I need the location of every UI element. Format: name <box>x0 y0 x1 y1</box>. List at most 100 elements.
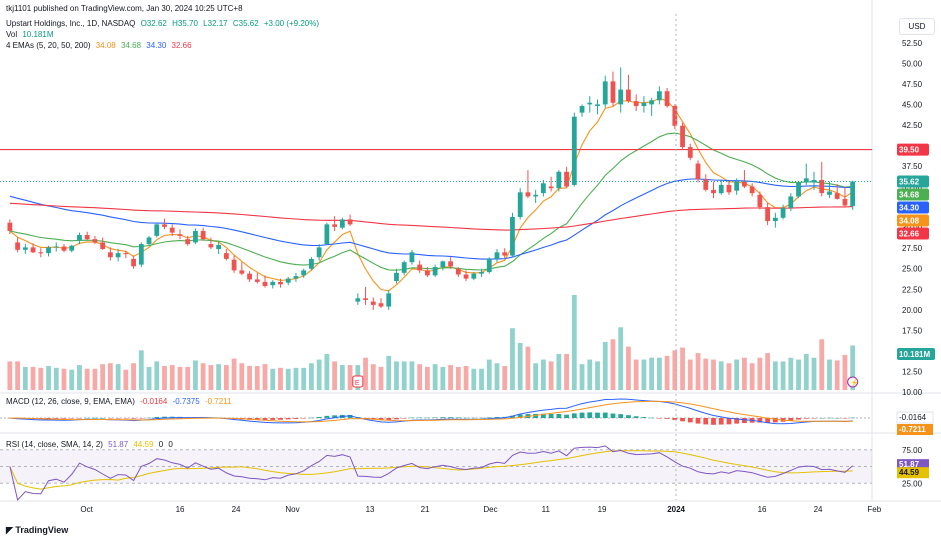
last-close-label-bg <box>897 175 929 188</box>
macd-hist-bar <box>664 418 670 419</box>
macd-hist-bar <box>757 418 763 423</box>
candle-body <box>425 270 430 276</box>
volume-bar <box>239 363 245 390</box>
brand-label: TradingView <box>15 525 69 535</box>
price-tick-label: 17.50 <box>902 326 923 335</box>
candle-body <box>123 253 129 255</box>
resistance-label-bg <box>897 143 929 156</box>
rsi-label[interactable]: RSI (14, close, SMA, 14, 2) <box>6 440 103 449</box>
candle-body <box>672 106 678 126</box>
x-tick-label: Feb <box>867 505 881 514</box>
candle-body <box>811 179 817 183</box>
candle-body <box>278 281 283 285</box>
macd-hist-bar <box>262 418 268 421</box>
ema50-line <box>9 178 853 260</box>
macd-hist-bar <box>301 418 307 419</box>
candle-body <box>780 207 786 218</box>
currency-button[interactable]: USD <box>899 18 935 35</box>
volume-bar <box>285 368 291 390</box>
volume-bar <box>69 369 75 390</box>
candle-body <box>378 303 384 307</box>
macd-hist-bar <box>131 418 136 419</box>
candle-body <box>262 281 268 286</box>
candle-body <box>46 247 51 254</box>
candle-body <box>649 100 655 105</box>
volume-bar <box>309 363 314 390</box>
volume-bar <box>695 353 701 390</box>
candle-body <box>556 171 562 189</box>
macd-hist-bar <box>850 417 856 419</box>
candle-body <box>540 183 546 194</box>
macd-hist-bar <box>46 418 51 419</box>
candle-body <box>355 298 361 302</box>
macd-hist-bar <box>316 416 322 418</box>
candle-body <box>363 298 368 300</box>
volume-bar <box>796 359 801 390</box>
volume-bar <box>757 357 763 390</box>
candle-body <box>448 261 453 267</box>
volume-bar <box>772 361 778 390</box>
volume-bar <box>208 365 214 390</box>
rsi-lower-value: 0 <box>168 440 173 449</box>
resistance-label: 39.50 <box>899 146 920 155</box>
volume-bar <box>680 347 685 390</box>
candle-body <box>69 245 75 251</box>
x-tick-label: Dec <box>483 505 497 514</box>
price-tick-label: 42.50 <box>902 121 923 130</box>
candle-body <box>749 186 755 194</box>
volume-bar <box>254 366 260 390</box>
volume-bar <box>231 358 237 390</box>
signal-last-label-bg <box>897 424 933 435</box>
macd-hist-bar <box>827 417 832 419</box>
candle-body <box>726 184 732 193</box>
volume-bar <box>749 363 755 390</box>
candle-body <box>494 252 500 259</box>
candle-body <box>324 224 330 245</box>
candle-body <box>664 91 670 107</box>
candle-body <box>510 216 515 256</box>
volume-bar <box>486 359 492 390</box>
volume-bar <box>556 354 562 390</box>
candle-body <box>656 91 662 101</box>
candle-body <box>107 252 113 258</box>
candle-body <box>100 242 106 250</box>
macd-label[interactable]: MACD (12, 26, close, 9, EMA, EMA) <box>6 397 135 406</box>
macd-hist-bar <box>649 417 655 419</box>
volume-bar <box>293 367 299 390</box>
candle-body <box>548 186 554 189</box>
volume-bar <box>548 361 554 390</box>
macd-hist-bar <box>548 414 554 418</box>
volume-bar <box>363 357 368 390</box>
volume-bar <box>177 366 183 390</box>
candle-body <box>680 125 685 148</box>
macd-hist-bar <box>517 414 523 418</box>
volume-bar <box>131 363 136 390</box>
ema-label[interactable]: 4 EMAs (5, 20, 50, 200) <box>6 41 91 50</box>
candle-body <box>595 104 600 107</box>
macd-hist-bar <box>494 416 500 418</box>
candle-body <box>525 192 531 197</box>
macd-hist-bar <box>455 417 461 418</box>
macd-hist-bar <box>293 418 299 419</box>
macd-hist-bar <box>432 417 438 418</box>
ema5-line <box>9 97 854 292</box>
rsi-upper-value: 0 <box>158 440 164 449</box>
macd-hist-bar <box>540 413 546 418</box>
volume-bar <box>564 354 569 390</box>
x-tick-label: 24 <box>232 505 241 514</box>
macd-hist-bar <box>378 418 384 421</box>
macd-hist-bar <box>309 417 314 419</box>
ema5-label-bg <box>897 214 929 227</box>
high-value: H35.70 <box>172 19 198 28</box>
volume-bar <box>339 365 345 390</box>
volume-bar <box>610 339 616 390</box>
candle-body <box>239 270 245 274</box>
macd-value: -0.7375 <box>172 397 200 406</box>
macd-hist-bar <box>417 417 423 419</box>
volume-bar <box>672 350 678 390</box>
macd-hist-bar <box>146 417 152 419</box>
symbol-label[interactable]: Upstart Holdings, Inc., 1D, NASDAQ <box>6 19 136 28</box>
ema5-value: 34.08 <box>95 41 116 50</box>
lightning-marker-glyph: ⚡ <box>850 378 859 387</box>
vol-label[interactable]: Vol <box>6 30 18 39</box>
